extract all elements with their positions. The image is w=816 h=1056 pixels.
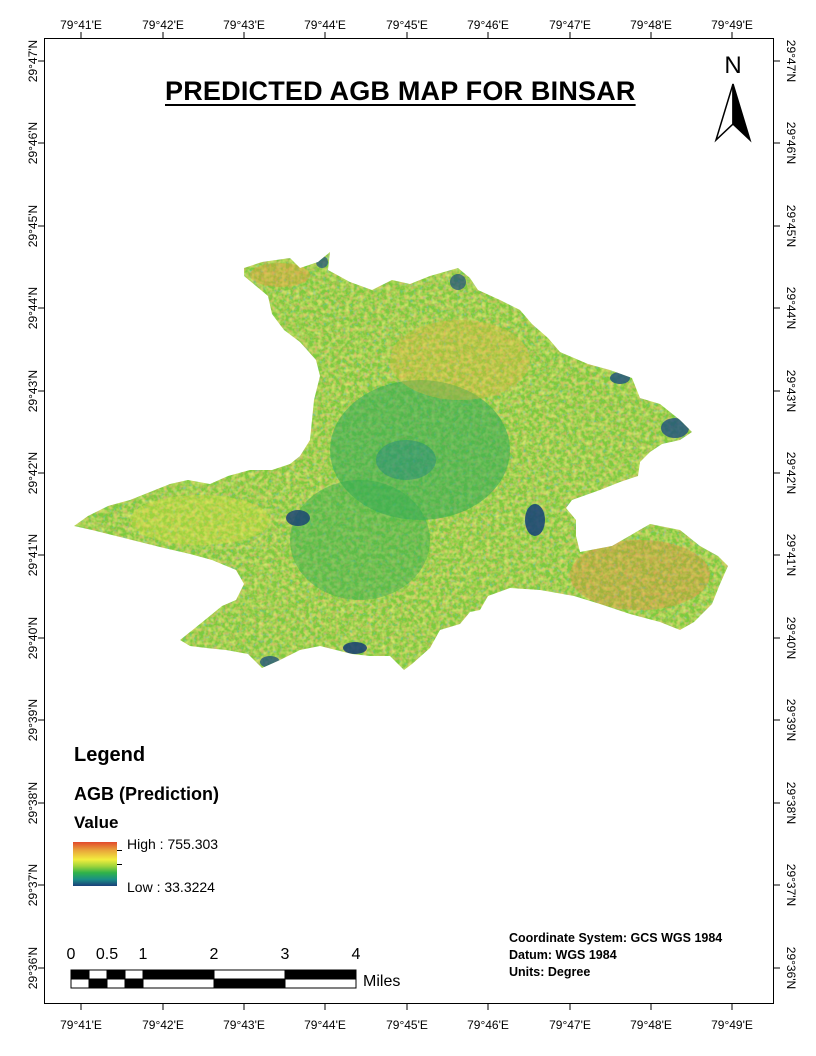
lon-label: 79°43'E — [223, 18, 265, 32]
lat-label: 29°45'N — [784, 204, 798, 248]
lat-label: 29°41'N — [784, 533, 798, 577]
lat-label: 29°45'N — [26, 204, 40, 248]
lon-label: 79°41'E — [60, 1018, 102, 1032]
lon-label: 79°49'E — [711, 18, 753, 32]
scale-tick-label: 4 — [351, 946, 361, 963]
legend-ramp-tick-high — [117, 850, 122, 851]
lat-label: 29°38'N — [26, 781, 40, 825]
lat-label: 29°40'N — [26, 616, 40, 660]
lat-label: 29°36'N — [26, 946, 40, 990]
lat-label: 29°44'N — [26, 286, 40, 330]
coordinate-system-text: Coordinate System: GCS WGS 1984 — [509, 931, 723, 945]
lat-label: 29°42'N — [26, 451, 40, 495]
lat-label: 29°39'N — [26, 698, 40, 742]
lat-label: 29°46'N — [784, 121, 798, 165]
lat-label: 29°43'N — [26, 369, 40, 413]
lon-label: 79°46'E — [467, 18, 509, 32]
north-arrow-icon — [714, 83, 752, 143]
lon-label: 79°46'E — [467, 1018, 509, 1032]
legend-high-label: High : 755.303 — [127, 836, 219, 852]
scale-tick-label: 3 — [280, 946, 290, 963]
lat-label: 29°42'N — [784, 451, 798, 495]
lon-label: 79°42'E — [142, 18, 184, 32]
lon-label: 79°47'E — [549, 18, 591, 32]
lat-label: 29°40'N — [784, 616, 798, 660]
legend-ramp-tick-mid — [117, 864, 122, 865]
map-frame — [44, 38, 774, 1004]
legend-color-ramp — [73, 842, 117, 886]
scale-tick-label: 2 — [209, 946, 219, 963]
legend-layer-name: AGB (Prediction) — [74, 784, 220, 804]
lon-label: 79°45'E — [386, 18, 428, 32]
legend-low-label: Low : 33.3224 — [127, 879, 215, 895]
lon-label: 79°49'E — [711, 1018, 753, 1032]
lon-label: 79°42'E — [142, 1018, 184, 1032]
lon-label: 79°45'E — [386, 1018, 428, 1032]
lon-label: 79°43'E — [223, 1018, 265, 1032]
lat-label: 29°47'N — [26, 39, 40, 83]
lat-label: 29°47'N — [784, 39, 798, 83]
lat-label: 29°43'N — [784, 369, 798, 413]
scale-tick-label: 0 — [66, 946, 76, 963]
lat-label: 29°36'N — [784, 946, 798, 990]
lat-label: 29°46'N — [26, 121, 40, 165]
lon-label: 79°44'E — [304, 1018, 346, 1032]
legend-field-label: Value — [74, 813, 119, 832]
legend-heading: Legend — [74, 744, 146, 766]
scale-units-label: Miles — [363, 973, 401, 990]
lon-label: 79°41'E — [60, 18, 102, 32]
lon-label: 79°44'E — [304, 18, 346, 32]
lon-label: 79°48'E — [630, 18, 672, 32]
coordinate-info: Coordinate System: GCS WGS 1984 Datum: W… — [509, 930, 722, 981]
scale-tick-label: 1 — [138, 946, 148, 963]
lat-label: 29°38'N — [784, 781, 798, 825]
map-title: PREDICTED AGB MAP FOR BINSAR — [165, 76, 636, 106]
scale-tick-label: 0.5 — [95, 946, 119, 963]
north-arrow-label: N — [724, 52, 742, 79]
lon-label: 79°48'E — [630, 1018, 672, 1032]
lat-label: 29°41'N — [26, 533, 40, 577]
lat-label: 29°44'N — [784, 286, 798, 330]
lon-label: 79°47'E — [549, 1018, 591, 1032]
units-text: Units: Degree — [509, 965, 591, 979]
lat-label: 29°37'N — [784, 863, 798, 907]
datum-text: Datum: WGS 1984 — [509, 948, 617, 962]
lat-label: 29°39'N — [784, 698, 798, 742]
lat-label: 29°37'N — [26, 863, 40, 907]
north-arrow: N — [708, 52, 758, 144]
